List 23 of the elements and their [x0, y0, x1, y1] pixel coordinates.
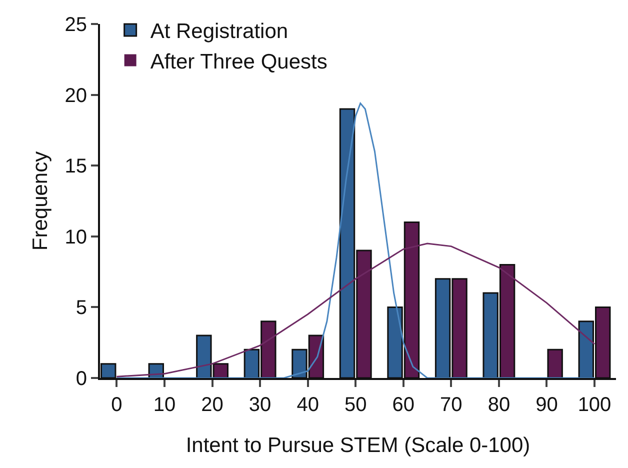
x-tick-label: 40 [296, 394, 319, 416]
y-tick-label: 20 [64, 84, 87, 107]
x-tick-label: 50 [344, 394, 367, 416]
x-tick-label: 10 [153, 394, 176, 416]
legend-label: After Three Quests [150, 50, 328, 74]
x-tick-label: 0 [111, 394, 122, 416]
x-tick-label: 90 [536, 394, 558, 416]
y-tick-label: 25 [64, 14, 87, 36]
line-series [116, 102, 596, 378]
x-tick-label: 30 [248, 394, 272, 416]
x-tick-label: 70 [440, 394, 462, 416]
y-axis-title: Frequency [29, 150, 52, 251]
line-series [116, 242, 596, 378]
x-tick-label: 80 [488, 394, 510, 416]
y-tick-label: 10 [64, 226, 87, 248]
y-tick-label: 5 [76, 297, 87, 320]
x-tick-label: 100 [578, 394, 612, 416]
x-axis-title: Intent to Pursue STEM (Scale 0-100) [186, 434, 530, 457]
x-tick-label: 20 [201, 394, 224, 416]
x-tick-label: 60 [392, 394, 415, 416]
y-tick-label: 15 [64, 156, 87, 178]
y-tick-label: 0 [76, 368, 87, 390]
legend-label: At Registration [150, 20, 288, 44]
